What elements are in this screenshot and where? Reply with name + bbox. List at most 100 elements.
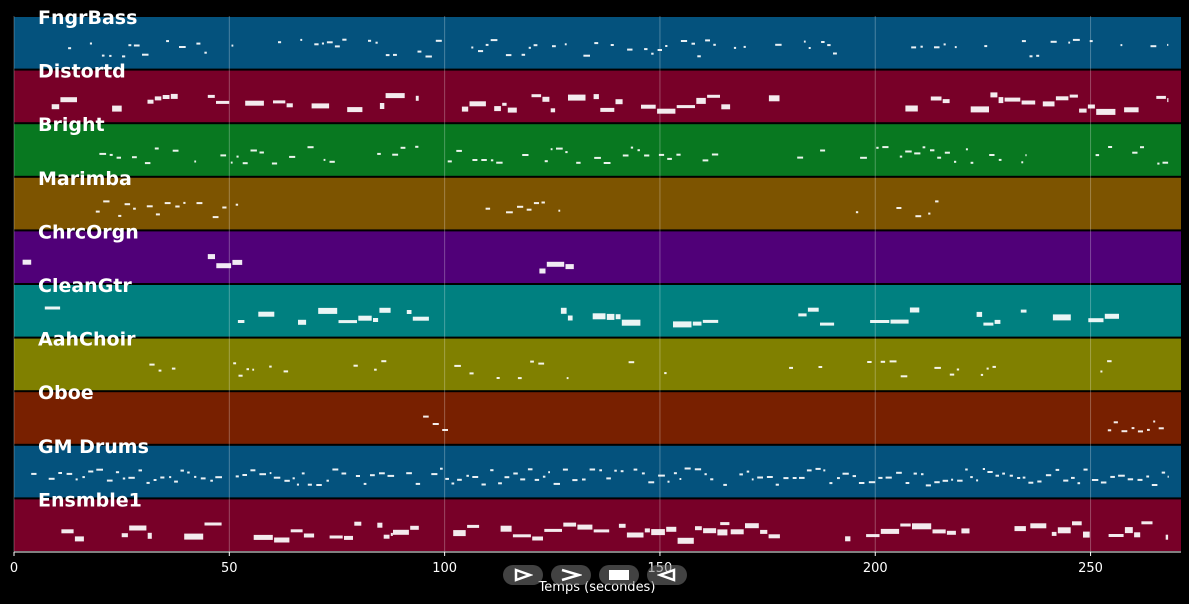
track-band <box>14 499 1181 551</box>
note <box>980 373 984 376</box>
note <box>976 311 983 317</box>
note <box>905 105 918 112</box>
note <box>565 151 568 154</box>
fast-forward-button[interactable] <box>551 565 591 585</box>
note <box>942 99 950 104</box>
note <box>820 322 835 326</box>
note <box>789 366 793 369</box>
note <box>679 478 682 480</box>
note <box>385 54 390 57</box>
note <box>666 526 677 532</box>
note <box>58 472 62 474</box>
note <box>949 373 955 376</box>
note <box>697 55 701 58</box>
note <box>1021 40 1026 43</box>
note <box>106 479 113 482</box>
note <box>233 362 237 365</box>
note <box>1161 471 1166 474</box>
note <box>1141 521 1153 525</box>
note <box>820 149 826 152</box>
note <box>425 55 432 58</box>
note <box>390 532 393 536</box>
note <box>934 481 940 484</box>
note <box>558 209 561 212</box>
note <box>970 476 973 479</box>
note <box>147 99 154 104</box>
note <box>196 202 203 205</box>
note <box>355 475 360 477</box>
note <box>1088 318 1104 323</box>
note <box>505 54 512 57</box>
note <box>1002 472 1005 475</box>
note <box>548 471 550 474</box>
note <box>1132 151 1138 154</box>
play-button[interactable] <box>503 565 543 585</box>
note <box>1118 474 1125 477</box>
note <box>937 156 942 159</box>
note <box>807 307 819 312</box>
note <box>321 42 324 45</box>
note <box>896 471 902 474</box>
note <box>1068 41 1071 44</box>
note <box>410 525 419 530</box>
note <box>739 473 743 476</box>
note <box>172 149 179 152</box>
note <box>144 162 151 165</box>
note <box>998 158 1002 161</box>
note <box>723 483 727 486</box>
note <box>576 161 581 164</box>
note <box>496 161 503 164</box>
note <box>246 368 249 371</box>
note <box>704 473 707 476</box>
note <box>1153 420 1156 423</box>
note <box>210 479 213 482</box>
track-band <box>14 445 1181 498</box>
note <box>544 160 548 163</box>
note <box>983 322 994 326</box>
note <box>496 377 500 379</box>
rewind-button[interactable] <box>647 565 687 585</box>
note <box>154 147 159 150</box>
note <box>799 476 805 479</box>
note <box>147 532 152 539</box>
x-tick-label: 50 <box>221 561 238 576</box>
note <box>485 43 489 46</box>
note <box>1021 100 1036 105</box>
note <box>252 368 255 371</box>
note <box>965 468 968 471</box>
note <box>490 469 494 472</box>
note <box>934 46 940 49</box>
track-notes <box>22 254 574 274</box>
note <box>66 472 73 475</box>
note <box>1021 161 1024 164</box>
note <box>1147 428 1150 431</box>
note <box>657 108 676 114</box>
note <box>431 473 438 476</box>
note <box>296 483 299 486</box>
note <box>702 159 709 162</box>
note <box>60 97 77 103</box>
note <box>644 154 650 157</box>
note <box>1004 97 1021 102</box>
note <box>648 481 655 484</box>
note <box>542 475 546 478</box>
note <box>745 523 759 529</box>
stop-button[interactable] <box>599 565 639 585</box>
note <box>550 108 556 113</box>
note <box>271 162 278 165</box>
note <box>539 268 546 274</box>
note <box>760 529 768 534</box>
note <box>230 161 233 164</box>
note <box>882 146 889 149</box>
note <box>109 153 113 156</box>
note <box>303 533 315 538</box>
note <box>88 470 94 473</box>
note <box>644 528 650 533</box>
note <box>1104 313 1119 319</box>
note <box>417 50 422 53</box>
note <box>154 96 162 101</box>
note <box>300 38 303 41</box>
fast-forward-icon <box>561 568 582 582</box>
note <box>283 370 289 373</box>
labels-layer: FngrBass Distortd Bright Marimba ChrcOrgn Cle… <box>38 7 149 511</box>
